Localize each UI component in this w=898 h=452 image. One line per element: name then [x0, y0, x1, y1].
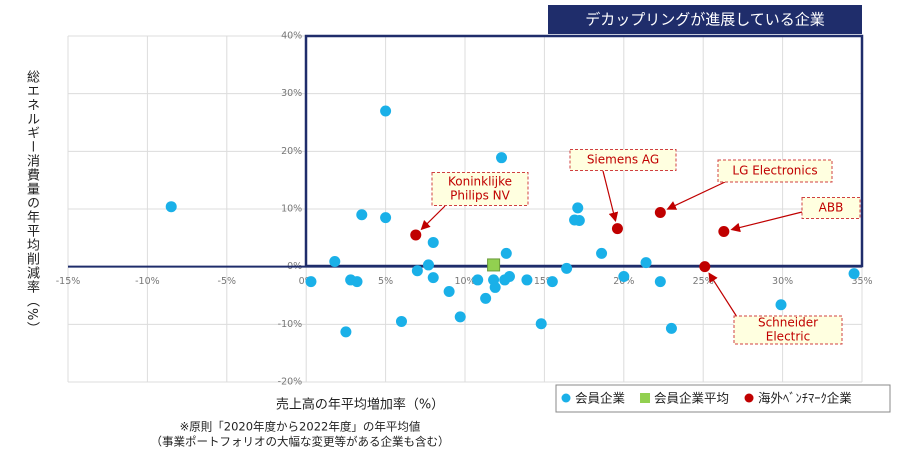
legend-label: 会員企業平均: [654, 391, 729, 406]
annotation-text: Philips NV: [450, 189, 511, 203]
point: [640, 257, 652, 269]
legend-label: 会員企業: [575, 391, 626, 406]
point: [654, 206, 666, 218]
annotation-arrow: [708, 272, 738, 318]
point: [410, 229, 422, 241]
point: [340, 326, 352, 338]
point: [596, 247, 608, 259]
point: [546, 276, 558, 288]
y-tick-label: 20%: [281, 146, 302, 157]
title-box: [548, 5, 862, 34]
annotation-text: Electric: [766, 330, 810, 344]
point: [395, 315, 407, 327]
x-axis-label: 売上高の年平均増加率（%）: [276, 397, 444, 413]
legend-marker: [640, 393, 651, 403]
x-tick-label: 35%: [851, 276, 872, 287]
point: [561, 262, 573, 274]
point: [487, 258, 501, 272]
annotation-box: [569, 149, 677, 171]
point: [329, 255, 341, 267]
annotation-text: LG Electronics: [732, 164, 817, 178]
point: [411, 265, 423, 277]
point: [454, 311, 466, 323]
point: [380, 212, 392, 224]
x-tick-label: 30%: [772, 276, 793, 287]
x-tick-label: 15%: [534, 276, 555, 287]
point: [422, 259, 434, 271]
annotation-box: [733, 315, 843, 345]
y-tick-label: -10%: [278, 319, 303, 330]
annotation-box: [717, 159, 833, 183]
legend-marker: [561, 393, 571, 403]
x-tick-label: -5%: [218, 276, 237, 287]
annotation-arrow: [602, 170, 619, 223]
point: [305, 276, 317, 288]
point: [351, 276, 363, 288]
point: [480, 292, 492, 304]
x-tick-label: 10%: [454, 276, 475, 287]
x-tick-label: 25%: [693, 276, 714, 287]
annotation-arrow: [666, 181, 726, 210]
legend-label: 海外ﾍﾞﾝﾁﾏｰｸ企業: [758, 391, 852, 406]
point: [775, 299, 787, 311]
y-tick-label: 30%: [281, 88, 302, 99]
point: [618, 270, 630, 282]
point: [718, 225, 730, 237]
point: [500, 247, 512, 259]
point: [699, 261, 711, 273]
point: [427, 272, 439, 284]
point: [572, 202, 584, 214]
legend-marker: [744, 393, 754, 403]
y-tick-label: -20%: [278, 377, 303, 388]
footnote: （事業ポートフォリオの大幅な変更等がある企業も含む）: [151, 435, 450, 449]
point: [443, 285, 455, 297]
point: [165, 201, 177, 213]
point: [611, 223, 623, 235]
point: [472, 274, 484, 286]
point: [665, 322, 677, 334]
point: [489, 281, 501, 293]
annotation-box: [801, 197, 861, 219]
point: [848, 268, 860, 280]
x-tick-label: -10%: [135, 276, 160, 287]
point: [356, 209, 368, 221]
annotation-text: Koninklijke: [448, 175, 512, 189]
annotation-arrow: [420, 205, 446, 231]
annotation-text: ABB: [819, 201, 844, 215]
x-tick-label: 5%: [378, 276, 393, 287]
point: [427, 236, 439, 248]
point: [573, 215, 585, 227]
point: [380, 105, 392, 117]
point: [521, 274, 533, 286]
y-tick-label: 40%: [281, 31, 302, 42]
y-tick-label: 10%: [281, 204, 302, 215]
chart-title: デカップリングが進展している企業: [585, 11, 825, 29]
legend-box: [555, 384, 891, 413]
point: [496, 152, 508, 164]
point: [503, 270, 515, 282]
annotation-text: Siemens AG: [587, 153, 659, 167]
point: [535, 318, 547, 330]
y-axis-label: 総エネルギー消費量の年平均削減率（%）: [24, 70, 39, 336]
x-tick-label: -15%: [56, 276, 81, 287]
annotation-box: [431, 172, 529, 206]
annotation-arrow: [730, 211, 803, 233]
annotation-text: Schneider: [758, 316, 818, 330]
point: [654, 276, 666, 288]
footnote: ※原則「2020年度から2022年度」の年平均値: [180, 420, 421, 434]
